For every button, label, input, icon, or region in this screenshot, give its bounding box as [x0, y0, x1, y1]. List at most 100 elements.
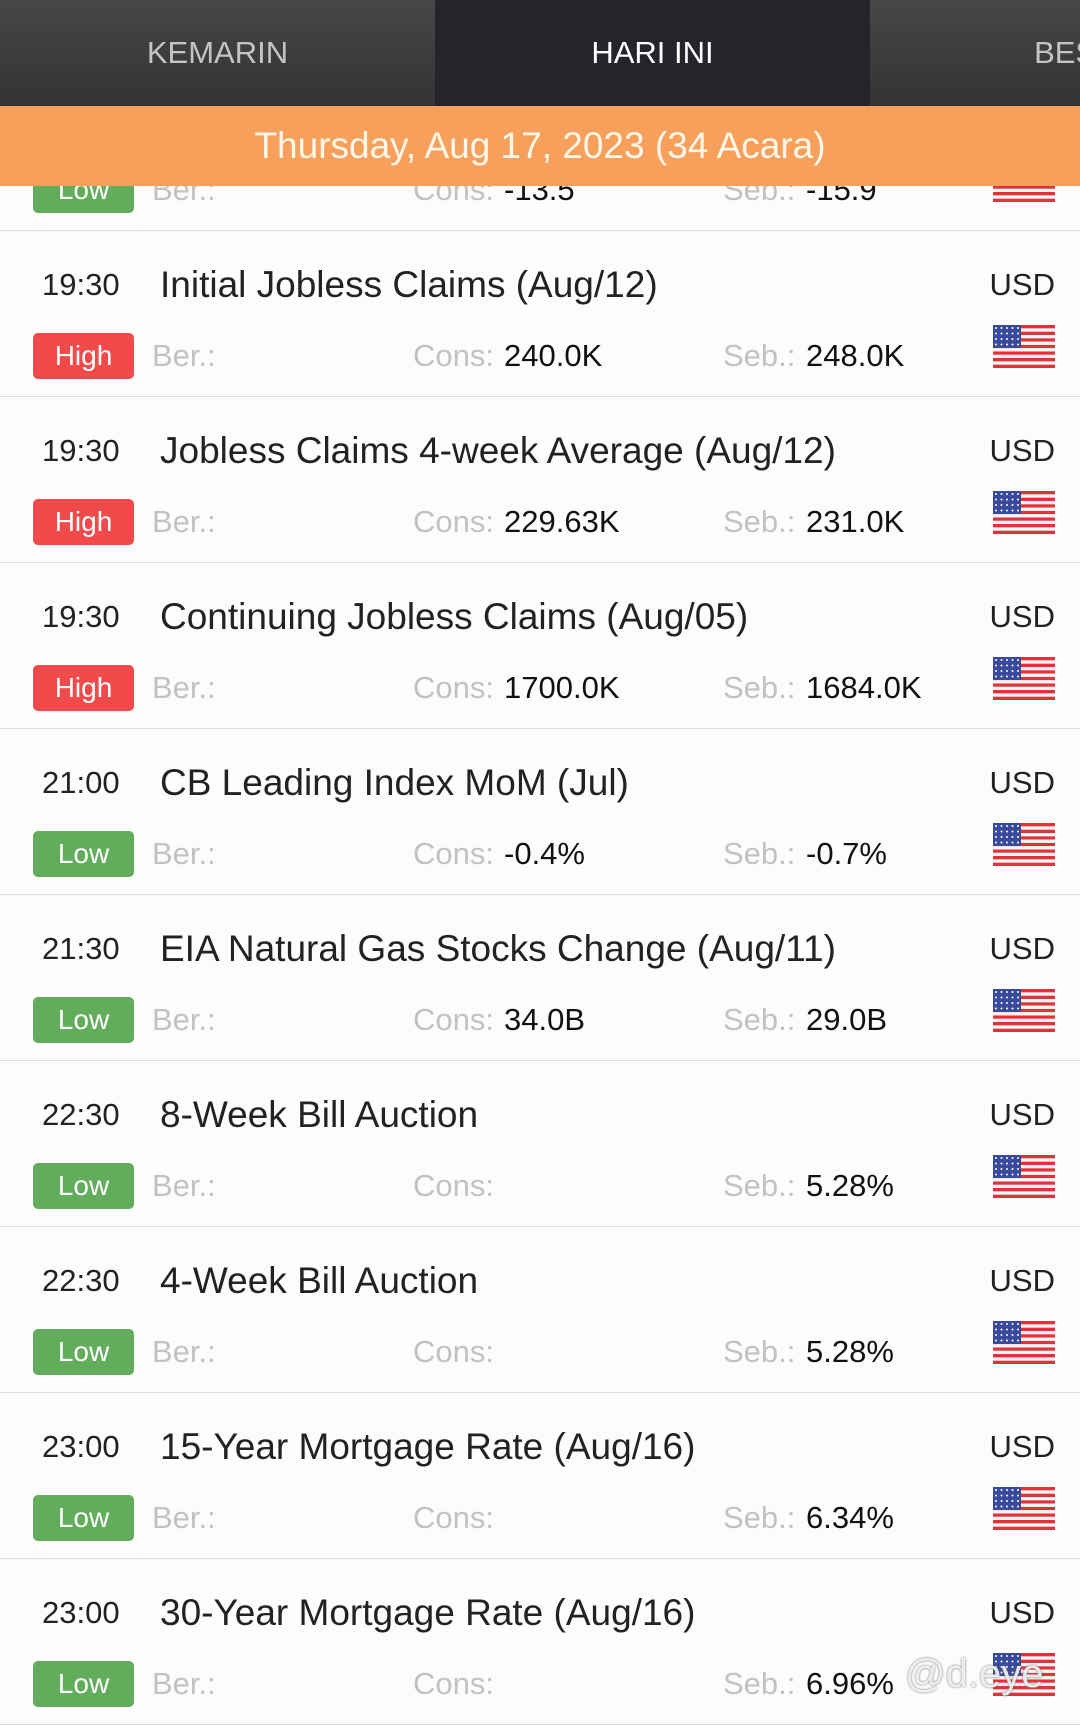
event-row[interactable]: 21:00 CB Leading Index MoM (Jul) USD Low Ber…: [0, 729, 1080, 895]
actual-label: Ber.:: [152, 670, 216, 705]
previous-label: Seb.:: [723, 1666, 796, 1701]
event-time: 19:30: [42, 599, 120, 634]
consensus-value: -13.5: [504, 186, 575, 207]
previous-label: Seb.:: [723, 1500, 796, 1535]
currency: USD: [989, 765, 1055, 800]
previous-value: -0.7%: [806, 836, 887, 871]
consensus-label: Cons:: [413, 1500, 494, 1535]
consensus-label: Cons:: [413, 338, 494, 373]
consensus-label: Cons:: [413, 1168, 494, 1203]
currency: USD: [989, 1097, 1055, 1132]
actual-label: Ber.:: [152, 1002, 216, 1037]
impact-badge: Low: [33, 1495, 134, 1541]
previous-label: Seb.:: [723, 1002, 796, 1037]
previous-label: Seb.:: [723, 670, 796, 705]
event-time: 19:30: [42, 267, 120, 302]
impact-badge: High: [33, 665, 134, 711]
flag: [993, 1487, 1055, 1530]
actual-label: Ber.:: [152, 1500, 216, 1535]
event-row[interactable]: 19:30 Initial Jobless Claims (Aug/12) USD H…: [0, 231, 1080, 397]
impact-badge: Low: [33, 1163, 134, 1209]
impact-badge: Low: [33, 831, 134, 877]
previous-label: Seb.:: [723, 186, 796, 207]
tab[interactable]: BESOK: [1034, 35, 1080, 70]
event-row[interactable]: Low Ber.: Cons: -13.5 Seb.: -15.9: [0, 186, 1080, 231]
actual-label: Ber.:: [152, 1666, 216, 1701]
event-time: 23:00: [42, 1595, 120, 1630]
consensus-label: Cons:: [413, 1002, 494, 1037]
currency: USD: [989, 267, 1055, 302]
event-time: 21:30: [42, 931, 120, 966]
consensus-value: 229.63K: [504, 504, 620, 539]
event-row[interactable]: 22:30 4-Week Bill Auction USD Low Ber.: Cons:…: [0, 1227, 1080, 1393]
event-title: 8-Week Bill Auction: [160, 1094, 479, 1135]
flag: [993, 1321, 1055, 1364]
watermark: @d.eye: [905, 1652, 1044, 1696]
previous-value: -15.9: [806, 186, 877, 207]
event-title: Initial Jobless Claims (Aug/12): [160, 264, 658, 305]
actual-label: Ber.:: [152, 504, 216, 539]
consensus-label: Cons:: [413, 1334, 494, 1369]
actual-label: Ber.:: [152, 1334, 216, 1369]
previous-value: 231.0K: [806, 504, 905, 539]
event-row[interactable]: 21:30 EIA Natural Gas Stocks Change (Aug/…: [0, 895, 1080, 1061]
currency: USD: [989, 599, 1055, 634]
impact-badge: Low: [33, 997, 134, 1043]
event-time: 22:30: [42, 1097, 120, 1132]
previous-value: 29.0B: [806, 1002, 888, 1037]
previous-label: Seb.:: [723, 1168, 796, 1203]
flag: [993, 657, 1055, 700]
previous-value: 5.28%: [806, 1334, 894, 1369]
actual-label: Ber.:: [152, 1168, 216, 1203]
flag: [993, 186, 1055, 202]
impact-badge: Low: [33, 186, 134, 213]
flag: [993, 989, 1055, 1032]
event-row[interactable]: 23:00 15-Year Mortgage Rate (Aug/16) USD Lo…: [0, 1393, 1080, 1559]
event-row[interactable]: 23:00 30-Year Mortgage Rate (Aug/16) USD Lo…: [0, 1559, 1080, 1725]
event-time: 21:00: [42, 765, 120, 800]
tab[interactable]: KEMARIN: [146, 35, 289, 70]
event-row[interactable]: 19:30 Continuing Jobless Claims (Aug/05) U…: [0, 563, 1080, 729]
event-row[interactable]: 19:30 Jobless Claims 4-week Average (Aug/…: [0, 397, 1080, 563]
flag: [993, 1653, 1055, 1696]
tab[interactable]: HARI INI: [435, 0, 870, 106]
currency: USD: [989, 1429, 1055, 1464]
consensus-value: 1700.0K: [504, 670, 620, 705]
previous-label: Seb.:: [723, 1334, 796, 1369]
consensus-value: 240.0K: [504, 338, 603, 373]
currency: USD: [989, 931, 1055, 966]
consensus-value: 34.0B: [504, 1002, 586, 1037]
event-list: Low Ber.: Cons: -13.5 Seb.: -15.9 19:30 Initial…: [0, 186, 1080, 1734]
previous-label: Seb.:: [723, 836, 796, 871]
currency: USD: [989, 1263, 1055, 1298]
previous-value: 5.28%: [806, 1168, 894, 1203]
previous-value: 1684.0K: [806, 670, 922, 705]
consensus-label: Cons:: [413, 836, 494, 871]
consensus-label: Cons:: [413, 1666, 494, 1701]
previous-label: Seb.:: [723, 338, 796, 373]
event-time: 19:30: [42, 433, 120, 468]
event-time: 22:30: [42, 1263, 120, 1298]
event-title: 15-Year Mortgage Rate (Aug/16): [160, 1426, 696, 1467]
consensus-value: -0.4%: [504, 836, 585, 871]
event-title: 30-Year Mortgage Rate (Aug/16): [160, 1592, 696, 1633]
event-title: 4-Week Bill Auction: [160, 1260, 479, 1301]
consensus-label: Cons:: [413, 504, 494, 539]
flag: [993, 823, 1055, 866]
currency: USD: [989, 433, 1055, 468]
event-title: EIA Natural Gas Stocks Change (Aug/11): [160, 928, 836, 969]
event-title: Continuing Jobless Claims (Aug/05): [160, 596, 749, 637]
actual-label: Ber.:: [152, 186, 216, 207]
event-time: 23:00: [42, 1429, 120, 1464]
currency: USD: [989, 1595, 1055, 1630]
actual-label: Ber.:: [152, 836, 216, 871]
event-row[interactable]: 22:30 8-Week Bill Auction USD Low Ber.: Cons:…: [0, 1061, 1080, 1227]
previous-value: 6.34%: [806, 1500, 894, 1535]
flag: [993, 325, 1055, 368]
impact-badge: Low: [33, 1661, 134, 1707]
flag: [993, 491, 1055, 534]
actual-label: Ber.:: [152, 338, 216, 373]
consensus-label: Cons:: [413, 670, 494, 705]
previous-value: 248.0K: [806, 338, 905, 373]
